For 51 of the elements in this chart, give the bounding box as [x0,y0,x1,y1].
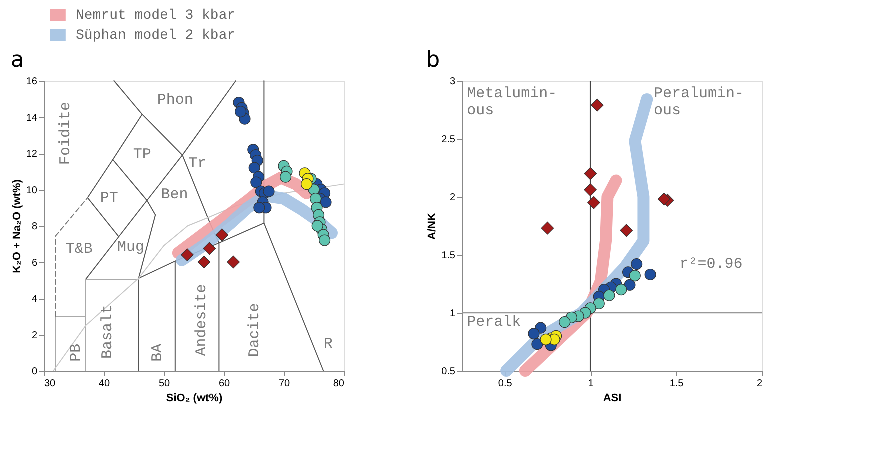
annotation: Mug [117,238,145,256]
x-tick-label: 70 [278,378,290,390]
x-tick-label: 50 [158,378,170,390]
y-axis-title: K₂O + Na₂O (wt%) [11,179,24,274]
x-tick-label: 1 [588,378,594,390]
x-axis-title: SiO₂ (wt%) [166,392,223,404]
y-tick-label: 2 [450,192,456,204]
annotation: Foidite [57,102,74,166]
x-tick-label: 1.5 [670,378,684,390]
y-tick-label: 4 [32,294,38,305]
chart-title: a [10,48,24,73]
legend-label: Süphan model 2 kbar [76,28,236,44]
annotation: Peralk [467,314,522,332]
x-tick-label: 40 [98,378,110,390]
annotation: PT [100,190,118,207]
annotation: BA [150,344,166,362]
y-tick-label: 3 [450,76,456,88]
annotation: T&B [66,240,93,258]
x-tick-label: 80 [333,378,345,390]
y-tick-label: 16 [26,76,38,88]
y-tick-label: 1.5 [442,250,456,262]
annotation: R [324,336,333,353]
annotation: Phon [157,92,194,110]
x-tick-label: 0.5 [498,378,513,390]
y-tick-label: 12 [26,149,38,160]
y-tick-label: 1 [450,308,456,320]
y-tick-label: 14 [26,112,38,124]
y-tick-label: 8 [32,222,38,232]
y-axis-title: A/NK [426,213,439,240]
annotation: Andesite [194,284,211,356]
annotation: Metalumin- ous [467,86,558,120]
x-axis-title: ASI [603,392,622,404]
y-tick-label: 6 [32,258,38,269]
annotation: PB [68,344,86,362]
y-tick-label: 0 [32,366,38,378]
x-tick-label: 30 [44,378,56,390]
x-tick-label: 60 [218,378,230,390]
annotation: Peralumin- ous [654,86,744,120]
annotation: r²=0.96 [680,256,743,274]
annotation: Tr [188,156,207,173]
y-tick-label: 2.5 [442,134,456,146]
y-tick-label: 0.5 [442,366,456,378]
chart-title: b [426,48,440,73]
y-tick-label: 2 [32,330,38,342]
annotation: Basalt [99,305,116,360]
x-tick-label: 2 [756,378,763,390]
y-tick-label: 10 [26,185,38,196]
annotation: Ben [161,186,188,204]
legend-label: Nemrut model 3 kbar [76,8,236,24]
annotation: Dacite [246,303,264,358]
annotation: TP [133,146,152,164]
